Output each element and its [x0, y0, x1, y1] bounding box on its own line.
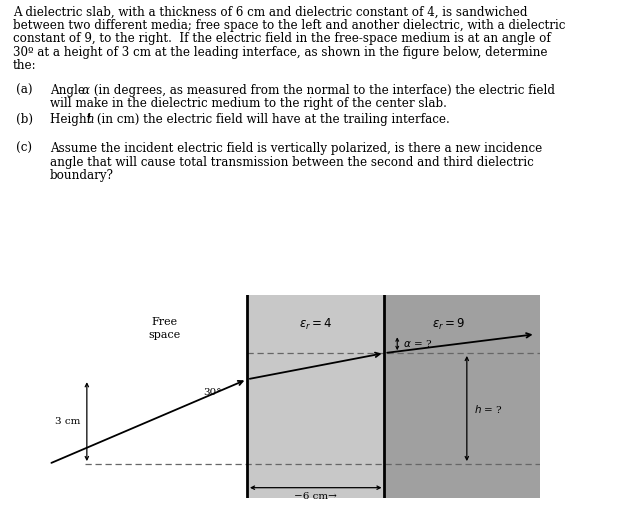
Text: boundary?: boundary?: [50, 169, 114, 182]
Text: Free: Free: [151, 316, 178, 327]
Text: (c): (c): [16, 142, 32, 155]
Text: 30º at a height of 3 cm at the leading interface, as shown in the figure below, : 30º at a height of 3 cm at the leading i…: [13, 46, 548, 58]
Text: will make in the dielectric medium to the right of the center slab.: will make in the dielectric medium to th…: [50, 97, 447, 110]
Text: angle that will cause total transmission between the second and third dielectric: angle that will cause total transmission…: [50, 155, 534, 169]
Text: $\alpha$ = ?: $\alpha$ = ?: [403, 338, 432, 349]
Text: $\varepsilon_r = 9$: $\varepsilon_r = 9$: [432, 316, 465, 332]
Text: (b): (b): [16, 113, 33, 126]
Text: A dielectric slab, with a thickness of 6 cm and dielectric constant of 4, is san: A dielectric slab, with a thickness of 6…: [13, 6, 528, 19]
Text: $\varepsilon_r = 4$: $\varepsilon_r = 4$: [299, 316, 332, 332]
Text: 3 cm: 3 cm: [55, 417, 80, 426]
Text: h: h: [86, 113, 94, 126]
Text: 30°: 30°: [203, 388, 222, 397]
Text: space: space: [149, 330, 181, 340]
Text: (a): (a): [16, 84, 33, 97]
Text: (in degrees, as measured from the normal to the interface) the electric field: (in degrees, as measured from the normal…: [90, 84, 555, 97]
Text: Angle: Angle: [50, 84, 89, 97]
Text: α: α: [82, 84, 90, 97]
Text: −6 cm→: −6 cm→: [295, 492, 337, 501]
Text: the:: the:: [13, 59, 36, 72]
Bar: [247, 295, 384, 498]
Text: (in cm) the electric field will have at the trailing interface.: (in cm) the electric field will have at …: [93, 113, 450, 126]
Text: Assume the incident electric field is vertically polarized, is there a new incid: Assume the incident electric field is ve…: [50, 142, 542, 155]
Text: $h$ = ?: $h$ = ?: [474, 402, 502, 415]
Text: between two different media; free space to the left and another dielectric, with: between two different media; free space …: [13, 19, 565, 32]
Text: Height: Height: [50, 113, 95, 126]
Bar: [384, 295, 540, 498]
Text: constant of 9, to the right.  If the electric field in the free-space medium is : constant of 9, to the right. If the elec…: [13, 33, 551, 45]
